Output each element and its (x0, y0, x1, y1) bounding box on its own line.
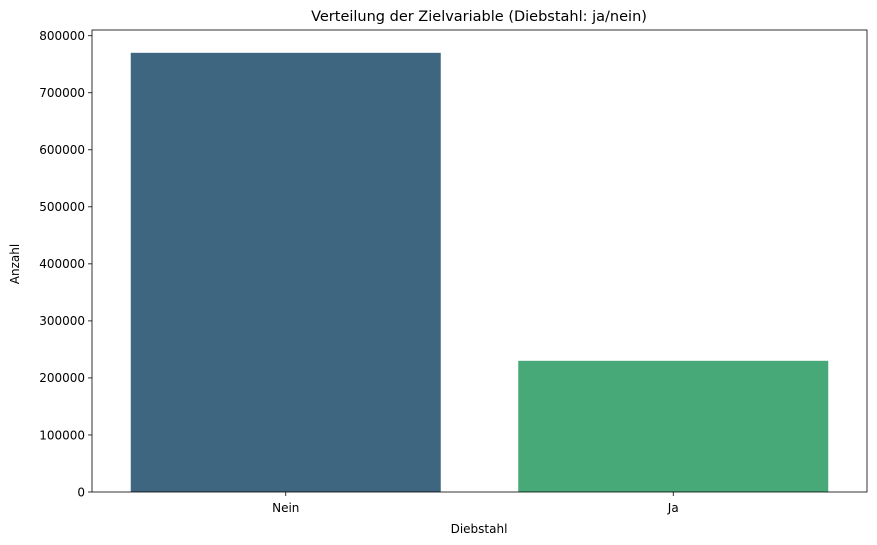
x-axis: Nein Ja (272, 492, 679, 515)
y-tick-label: 0 (77, 485, 85, 499)
y-tick-label: 100000 (39, 428, 85, 442)
y-tick-label: 800000 (39, 29, 85, 43)
y-tick-label: 500000 (39, 200, 85, 214)
y-tick-label: 700000 (39, 86, 85, 100)
bars-layer (130, 52, 829, 493)
y-tick-label: 600000 (39, 143, 85, 157)
y-tick-label: 200000 (39, 371, 85, 385)
y-tick-label: 400000 (39, 257, 85, 271)
bar-ja (518, 360, 829, 492)
y-tick-label: 300000 (39, 314, 85, 328)
y-axis: 0 100000 200000 300000 400000 500000 600000 700… (39, 29, 92, 499)
x-tick-label: Nein (272, 501, 299, 515)
x-axis-label: Diebstahl (451, 522, 508, 536)
bar-nein (130, 52, 441, 493)
plot-frame (91, 29, 868, 493)
chart-title: Verteilung der Zielvariable (Diebstahl: … (311, 9, 647, 25)
x-tick-label: Ja (667, 501, 679, 515)
y-axis-label: Anzahl (8, 244, 22, 284)
